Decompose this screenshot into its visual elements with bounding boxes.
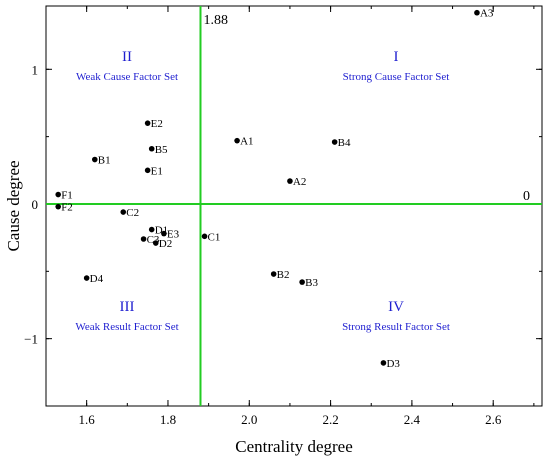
data-point bbox=[55, 203, 61, 210]
data-point bbox=[144, 167, 151, 174]
data-point-label: B2 bbox=[277, 269, 290, 281]
data-point-label: A2 bbox=[293, 176, 306, 188]
data-point-label: B4 bbox=[338, 137, 351, 149]
data-point-label: C1 bbox=[208, 231, 221, 243]
x-tick-label: 1.6 bbox=[79, 412, 96, 427]
x-axis-ticks: 1.6 1.8 2.0 2.2 2.4 2.6 bbox=[45, 6, 535, 427]
y-tick-label: 0 bbox=[32, 197, 39, 212]
data-point bbox=[152, 240, 159, 246]
data-point-label: C2 bbox=[126, 207, 139, 219]
data-point bbox=[201, 233, 208, 240]
data-point bbox=[120, 209, 127, 215]
reference-lines: 1.88 0 bbox=[46, 6, 542, 406]
data-point-label: A3 bbox=[480, 8, 494, 20]
data-point bbox=[287, 178, 293, 184]
data-point-label: B3 bbox=[305, 277, 318, 289]
quadrant-numeral: IV bbox=[388, 299, 404, 315]
quadrant-numeral: II bbox=[122, 49, 132, 65]
y-tick-label: −1 bbox=[24, 332, 38, 347]
quadrant-labels: I Strong Cause Factor Set II Weak Cause Fac… bbox=[75, 49, 450, 333]
quadrant-label: Strong Cause Factor Set bbox=[343, 71, 450, 83]
data-point-label: B1 bbox=[98, 155, 111, 167]
data-point bbox=[380, 360, 387, 366]
data-point bbox=[270, 271, 277, 277]
y-tick-label: 1 bbox=[32, 62, 39, 77]
x-tick-label: 2.4 bbox=[404, 412, 421, 427]
quadrant-numeral: III bbox=[120, 299, 135, 315]
data-point-label: E1 bbox=[151, 165, 163, 177]
data-point bbox=[299, 279, 305, 285]
data-point-label: F2 bbox=[61, 202, 73, 214]
data-point bbox=[83, 275, 90, 281]
quadrant-label: Weak Cause Factor Set bbox=[76, 71, 178, 83]
data-point bbox=[144, 120, 151, 126]
data-point-label: D4 bbox=[90, 273, 104, 285]
data-point bbox=[148, 226, 155, 233]
data-point bbox=[55, 191, 61, 198]
data-point bbox=[91, 156, 98, 163]
horizontal-reference-label: 0 bbox=[523, 189, 530, 204]
plot-area bbox=[45, 5, 543, 407]
data-point bbox=[148, 145, 155, 152]
x-tick-label: 2.0 bbox=[241, 412, 257, 427]
x-tick-label: 2.2 bbox=[322, 412, 338, 427]
y-axis-ticks: −1 0 1 bbox=[24, 62, 542, 407]
quadrant-label: Strong Result Factor Set bbox=[342, 321, 450, 333]
data-point bbox=[474, 9, 480, 16]
data-point-label: A1 bbox=[240, 136, 253, 148]
quadrant-label: Weak Result Factor Set bbox=[75, 321, 178, 333]
data-point bbox=[234, 137, 240, 144]
data-point-label: D3 bbox=[386, 358, 400, 370]
y-axis-label: Cause degree bbox=[4, 160, 23, 251]
vertical-reference-label: 1.88 bbox=[203, 13, 228, 28]
x-axis-label: Centrality degree bbox=[235, 437, 353, 456]
data-point bbox=[331, 139, 338, 145]
quadrant-numeral: I bbox=[394, 49, 399, 65]
x-tick-label: 2.6 bbox=[485, 412, 502, 427]
data-point-label: D2 bbox=[159, 238, 172, 250]
data-point bbox=[140, 236, 147, 242]
x-tick-label: 1.8 bbox=[160, 412, 176, 427]
data-point-label: B5 bbox=[155, 144, 168, 156]
data-point bbox=[161, 230, 167, 237]
data-point-label: E2 bbox=[151, 118, 163, 130]
data-point-label: F1 bbox=[61, 190, 73, 202]
data-point-label: E3 bbox=[167, 229, 180, 241]
